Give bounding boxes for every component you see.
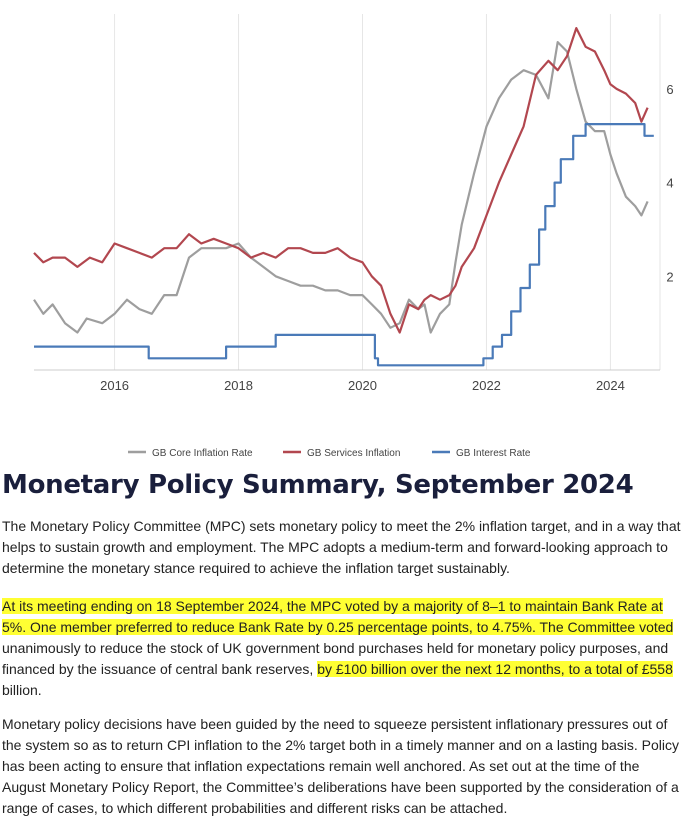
summary-paragraph-2: At its meeting ending on 18 September 20… [2,596,682,701]
x-tick-label: 2020 [348,378,377,393]
legend-label: GB Services Inflation [307,448,400,459]
legend-label: GB Interest Rate [456,448,531,459]
highlighted-text-vote: At its meeting ending on 18 September 20… [2,598,674,635]
series-lines [33,27,654,367]
x-tick-label: 2016 [100,378,129,393]
y-tick-label: 4 [666,176,673,191]
series-line-3 [34,122,654,367]
axis-labels: 2016 2018 2020 2022 2024 2 4 6 [100,82,674,393]
y-tick-label: 6 [666,82,673,97]
x-tick-label: 2018 [224,378,253,393]
legend-label: GB Core Inflation Rate [152,448,253,459]
highlighted-text-bond-stock: by £100 billion over the next 12 months,… [317,661,673,677]
summary-paragraph-3: Monetary policy decisions have been guid… [2,716,680,816]
series-line-2 [33,27,649,334]
grid-lines [34,14,661,371]
x-tick-label: 2024 [596,378,625,393]
line-chart: 2016 2018 2020 2022 2024 2 4 6 GB Core Inflatio… [33,14,674,459]
legend: GB Core Inflation Rate GB Services Inflat… [128,448,531,459]
series-line-1 [33,40,649,334]
paragraph-text-tail: billion. [2,682,42,698]
paragraph-text: unanimously to reduce the stock of UK go… [2,640,669,677]
summary-paragraph-1: The Monetary Policy Committee (MPC) sets… [2,518,681,576]
page-title: Monetary Policy Summary, September 2024 [2,470,634,500]
x-tick-label: 2022 [472,378,501,393]
y-tick-label: 2 [666,269,673,284]
